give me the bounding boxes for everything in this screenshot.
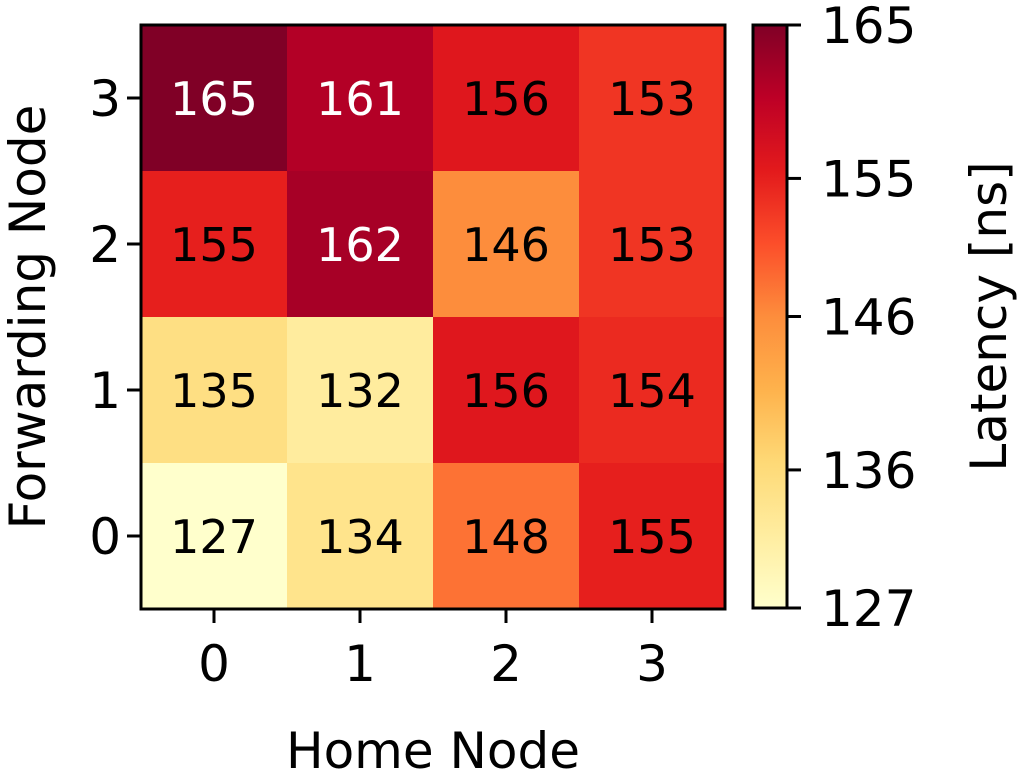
cell-value-label: 156 bbox=[462, 364, 550, 418]
cell-value-label: 155 bbox=[170, 218, 258, 272]
heatmap-cell bbox=[433, 171, 579, 317]
heatmap-cell bbox=[579, 171, 725, 317]
heatmap-cell bbox=[287, 25, 433, 171]
heatmap-cells: 127 134 148 155 135 132 156 154 155 162 146 153 165 1… bbox=[139, 23, 727, 611]
colorbar: 127 136 146 155 165 bbox=[751, 0, 916, 638]
cell-value-label: 146 bbox=[462, 218, 550, 272]
heatmap-cell bbox=[579, 25, 725, 171]
y-tick-label: 0 bbox=[89, 508, 121, 566]
x-tick-label: 2 bbox=[490, 635, 522, 693]
heatmap-cell bbox=[287, 171, 433, 317]
colorbar-label: Latency [ns] bbox=[960, 161, 1018, 471]
colorbar-tick-label: 146 bbox=[821, 289, 916, 347]
cell-value-label: 162 bbox=[316, 218, 404, 272]
cell-value-label: 165 bbox=[170, 72, 258, 126]
heatmap-cell bbox=[287, 463, 433, 609]
y-axis: 0 1 2 3 bbox=[89, 70, 141, 566]
plot-frame bbox=[139, 23, 727, 611]
cell-value-label: 161 bbox=[316, 72, 404, 126]
colorbar-tick-label: 136 bbox=[821, 442, 916, 500]
heatmap-cell bbox=[433, 463, 579, 609]
x-axis-label: Home Node bbox=[286, 722, 580, 780]
heatmap-cell bbox=[141, 25, 287, 171]
cell-value-label: 155 bbox=[608, 510, 696, 564]
colorbar-tick-label: 127 bbox=[821, 580, 916, 638]
heatmap-cell bbox=[141, 317, 287, 463]
y-tick-label: 1 bbox=[89, 362, 121, 420]
x-tick-label: 0 bbox=[198, 635, 230, 693]
y-tick-label: 3 bbox=[89, 70, 121, 128]
y-axis-label: Forwarding Node bbox=[0, 105, 57, 530]
x-tick-label: 3 bbox=[636, 635, 668, 693]
colorbar-tick-label: 165 bbox=[821, 0, 916, 55]
heatmap-cell bbox=[141, 463, 287, 609]
cell-value-label: 153 bbox=[608, 218, 696, 272]
heatmap-cell bbox=[141, 171, 287, 317]
x-tick-label: 1 bbox=[344, 635, 376, 693]
x-axis: 0 1 2 3 bbox=[198, 609, 668, 693]
heatmap-cell bbox=[579, 317, 725, 463]
heatmap-cell bbox=[433, 317, 579, 463]
colorbar-gradient bbox=[753, 25, 787, 608]
cell-value-label: 148 bbox=[462, 510, 550, 564]
heatmap-cell bbox=[579, 463, 725, 609]
cell-value-label: 132 bbox=[316, 364, 404, 418]
cell-value-label: 134 bbox=[316, 510, 404, 564]
heatmap-cell bbox=[287, 317, 433, 463]
cell-value-label: 154 bbox=[608, 364, 696, 418]
cell-value-label: 153 bbox=[608, 72, 696, 126]
cell-value-label: 135 bbox=[170, 364, 258, 418]
y-tick-label: 2 bbox=[89, 216, 121, 274]
cell-value-label: 156 bbox=[462, 72, 550, 126]
cell-value-label: 127 bbox=[170, 510, 258, 564]
colorbar-tick-label: 155 bbox=[821, 150, 916, 208]
heatmap-cell bbox=[433, 25, 579, 171]
